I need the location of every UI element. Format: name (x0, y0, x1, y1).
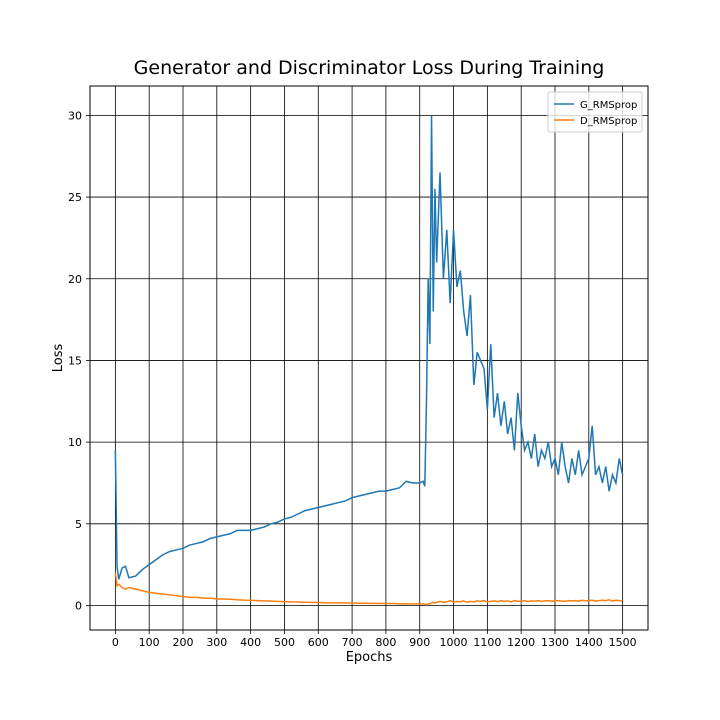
x-tick-label: 600 (308, 636, 329, 649)
x-tick-label: 800 (375, 636, 396, 649)
y-tick-label: 30 (68, 109, 82, 122)
x-tick-label: 1400 (575, 636, 603, 649)
x-tick-label: 1300 (541, 636, 569, 649)
data-line (114, 115, 624, 580)
x-tick-label: 500 (274, 636, 295, 649)
x-tick-label: 1000 (440, 636, 468, 649)
y-tick-label: 5 (75, 518, 82, 531)
plot-frame (89, 85, 649, 631)
y-tick-label: 10 (68, 436, 82, 449)
x-tick-label: 0 (112, 636, 119, 649)
chart-title: Generator and Discriminator Loss During … (134, 57, 605, 79)
y-tick-label: 20 (68, 273, 82, 286)
legend-label: G_RMSprop (580, 100, 637, 111)
x-tick-label: 100 (139, 636, 160, 649)
y-tick-label: 15 (68, 354, 82, 367)
x-tick-label: 1200 (507, 636, 535, 649)
y-tick-label: 0 (75, 599, 82, 612)
y-tick-label: 25 (68, 191, 82, 204)
x-tick-label: 200 (173, 636, 194, 649)
x-tick-label: 300 (206, 636, 227, 649)
x-axis-label: Epochs (346, 650, 393, 665)
data-line (114, 572, 623, 606)
x-tick-label: 900 (409, 636, 430, 649)
x-tick-label: 1100 (473, 636, 501, 649)
legend-box (547, 91, 643, 133)
x-tick-label: 1500 (609, 636, 637, 649)
y-axis-label: Loss (51, 344, 66, 373)
x-tick-label: 400 (240, 636, 261, 649)
x-tick-label: 700 (342, 636, 363, 649)
legend-label: D_RMSprop (580, 116, 637, 127)
